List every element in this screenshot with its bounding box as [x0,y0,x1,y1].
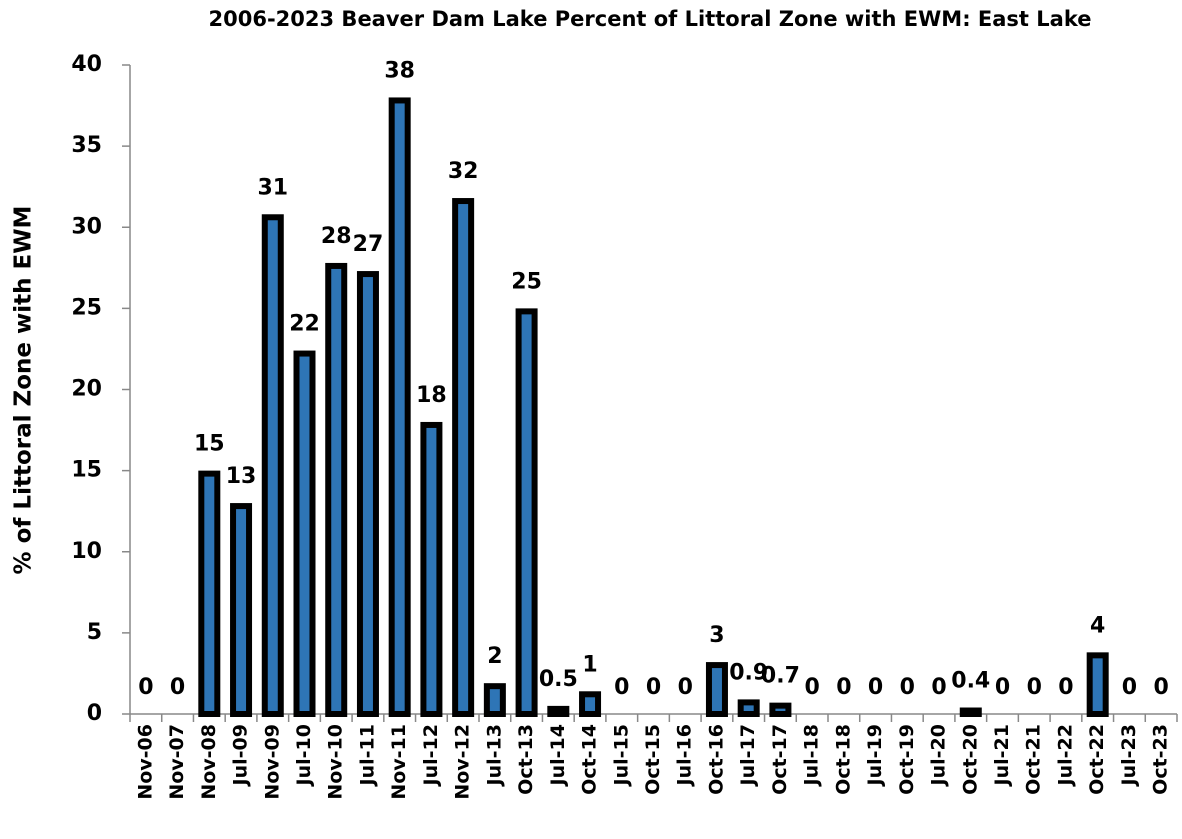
value-label: 22 [289,312,320,337]
value-label: 0 [836,675,851,700]
bar [356,271,379,717]
x-tick-label: Oct-13 [515,724,537,795]
bar [579,691,602,717]
x-tick-label: Jul-13 [483,724,505,787]
value-label: 0 [995,675,1010,700]
value-label: 0.9 [729,660,768,685]
value-label: 0.5 [539,667,578,692]
x-tick-label: Jul-09 [230,724,252,787]
x-tick-label: Oct-15 [642,724,664,795]
value-label: 0.4 [951,669,990,694]
x-tick-label: Oct-23 [1150,724,1172,795]
value-label: 3 [709,623,724,648]
bar [515,308,538,717]
bar [452,198,475,718]
x-tick-label: Jul-15 [610,724,632,787]
x-tick-label: Oct-19 [896,724,918,795]
x-tick-label: Jul-22 [1054,724,1076,787]
x-tick-label: Jul-20 [928,724,950,787]
bar [261,214,284,718]
value-label: 0 [868,675,883,700]
x-tick-label: Jul-10 [293,724,315,787]
chart-title: 2006-2023 Beaver Dam Lake Percent of Lit… [209,7,1092,31]
bar [325,262,348,717]
x-tick-label: Jul-19 [864,724,886,787]
x-tick-label: Jul-23 [1118,724,1140,787]
value-label: 0 [614,675,629,700]
value-label: 38 [384,58,415,83]
bar [198,470,221,717]
x-tick-label: Oct-14 [579,724,601,795]
x-tick-label: Oct-16 [705,724,727,795]
y-tick-label: 5 [87,620,102,645]
bar [388,97,411,717]
y-axis-title: % of Littoral Zone with EWM [11,206,37,575]
bar [769,702,792,718]
y-tick-label: 25 [71,295,102,320]
x-tick-label: Nov-06 [134,724,156,800]
value-label: 1 [582,652,597,677]
x-tick-label: Jul-17 [737,724,759,787]
bar [230,503,253,718]
bar [737,699,760,718]
x-tick-label: Nov-11 [388,724,410,800]
y-tick-label: 35 [71,133,102,158]
value-label: 2 [487,644,502,669]
x-tick-label: Jul-12 [420,724,442,787]
bar [1086,652,1109,717]
x-tick-label: Oct-21 [1023,724,1045,795]
value-label: 32 [448,159,479,184]
x-tick-label: Jul-16 [674,724,696,787]
bar [293,350,316,717]
x-tick-label: Oct-18 [832,724,854,795]
x-tick-label: Jul-11 [356,724,378,787]
x-tick-label: Nov-08 [198,724,220,800]
bar [420,421,443,717]
y-tick-label: 0 [87,701,102,726]
x-tick-label: Oct-20 [959,724,981,795]
x-tick-label: Nov-10 [325,724,347,800]
y-tick-label: 30 [71,214,102,239]
value-label: 0 [170,675,185,700]
value-label: 0.7 [761,664,800,689]
value-label: 0 [678,675,693,700]
x-tick-label: Jul-18 [801,724,823,787]
y-tick-label: 40 [71,52,102,77]
bar [547,705,570,718]
value-label: 0 [804,675,819,700]
x-tick-label: Nov-07 [166,724,188,800]
value-label: 25 [511,269,542,294]
y-tick-label: 20 [71,377,102,402]
value-label: 15 [194,432,225,457]
value-label: 31 [257,175,288,200]
y-tick-label: 10 [71,539,102,564]
value-label: 0 [900,675,915,700]
x-tick-label: Jul-14 [547,724,569,787]
bar [959,707,982,718]
value-label: 4 [1090,613,1105,638]
value-label: 28 [321,224,352,249]
bar [705,662,728,718]
x-tick-label: Nov-12 [452,724,474,800]
y-tick-label: 15 [71,458,102,483]
value-label: 0 [138,675,153,700]
x-tick-label: Oct-22 [1086,724,1108,795]
value-label: 27 [353,232,384,257]
value-label: 0 [646,675,661,700]
value-label: 13 [226,464,257,489]
value-label: 0 [1027,675,1042,700]
value-label: 0 [1058,675,1073,700]
value-label: 18 [416,383,447,408]
value-label: 0 [931,675,946,700]
value-label: 0 [1153,675,1168,700]
value-label: 0 [1122,675,1137,700]
x-tick-label: Oct-17 [769,724,791,795]
x-tick-label: Jul-21 [991,724,1013,787]
bar [483,683,506,717]
x-tick-label: Nov-09 [261,724,283,800]
